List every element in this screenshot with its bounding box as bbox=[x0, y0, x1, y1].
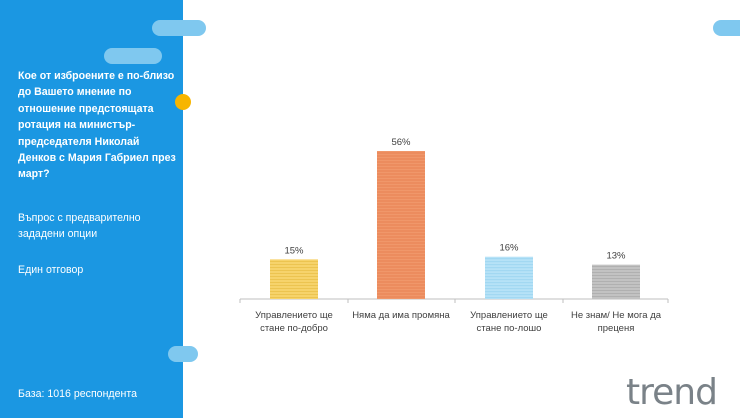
decor-pill-right bbox=[713, 20, 740, 36]
data-label: 56% bbox=[391, 137, 411, 148]
category-label: Управлението ще bbox=[470, 310, 548, 321]
category-label: стане по-лошо bbox=[477, 323, 542, 334]
data-label: 15% bbox=[284, 245, 304, 256]
data-label: 16% bbox=[499, 243, 519, 254]
bar-1 bbox=[270, 259, 318, 299]
decor-pill-top bbox=[152, 20, 206, 36]
base-text: База: 1016 респондента bbox=[18, 388, 137, 400]
bar-3 bbox=[485, 256, 533, 299]
sidebar-panel: Кое от изброените е по-близо до Вашето м… bbox=[0, 0, 183, 418]
bar-fill bbox=[485, 256, 533, 299]
data-label: 13% bbox=[606, 251, 626, 262]
category-label: преценя bbox=[598, 323, 635, 334]
trend-logo: trend bbox=[626, 372, 718, 413]
category-label: стане по-добро bbox=[260, 323, 328, 334]
question-text: Кое от изброените е по-близо до Вашето м… bbox=[18, 70, 176, 181]
answer-note: Един отговор bbox=[18, 264, 84, 276]
bar-4 bbox=[592, 264, 640, 299]
category-label: Не знам/ Не мога да bbox=[571, 310, 662, 321]
category-label: Няма да има промяна bbox=[352, 310, 450, 321]
decor-pill-left bbox=[104, 48, 162, 64]
accent-dot bbox=[175, 94, 191, 110]
decor-pill-bottom bbox=[168, 346, 198, 362]
bar-2 bbox=[377, 151, 425, 299]
option-note: Въпрос с предварително зададени опции bbox=[18, 212, 141, 241]
category-label: Управлението ще bbox=[255, 310, 333, 321]
